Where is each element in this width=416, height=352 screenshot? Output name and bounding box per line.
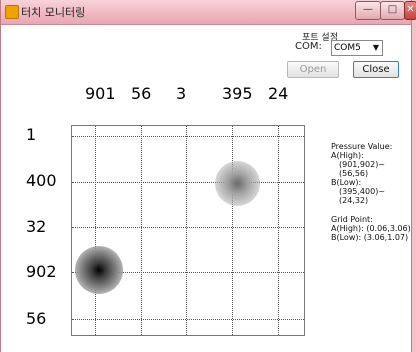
- maximize-button[interactable]: □: [380, 1, 405, 20]
- grid-row-line-1: [72, 136, 304, 137]
- grid-column-line-2: [141, 126, 142, 335]
- pressure-info-panel: Pressure Value: A(High): (901,902)~(56,5…: [331, 142, 411, 242]
- chevron-down-icon: ▼: [372, 43, 379, 52]
- row-label-4: 902: [26, 262, 57, 281]
- b-low-label: B(Low):: [331, 178, 362, 187]
- grid-point-title: Grid Point:: [331, 215, 373, 224]
- com-port-value: COM5: [334, 43, 361, 53]
- hotspot-low-pressure: [215, 161, 260, 206]
- port-settings-title: 포트 설정: [302, 33, 338, 43]
- row-label-1: 1: [26, 125, 37, 144]
- title-bar: 터치 모니터링 — □ ✕: [1, 0, 416, 25]
- grid-column-line-3: [186, 126, 187, 335]
- grid-row-line-2: [72, 182, 304, 183]
- hotspot-high-pressure: [75, 246, 123, 294]
- grid-column-line-5: [278, 126, 279, 335]
- row-label-5: 56: [26, 309, 47, 328]
- touch-heatmap-chart: 901 56 3 395 24 1 400 32 902 56: [1, 80, 411, 350]
- column-label-2: 56: [131, 84, 152, 103]
- info-gap: [331, 205, 411, 215]
- grid-point-a: A(High): (0.06,3.06): [331, 224, 411, 233]
- a-high-label: A(High):: [331, 151, 364, 160]
- row-label-2: 400: [26, 171, 57, 190]
- column-label-5: 24: [268, 84, 289, 103]
- grid-point-b: B(Low): (3.06,1.07): [331, 233, 409, 242]
- grid-column-line-4: [232, 126, 233, 335]
- close-window-button[interactable]: ✕: [404, 1, 416, 20]
- grid-row-line-5: [72, 319, 304, 320]
- minimize-button[interactable]: —: [355, 1, 381, 20]
- com-label: COM:: [295, 41, 322, 52]
- row-label-3: 32: [26, 217, 47, 236]
- grid-column-line-1: [95, 126, 96, 335]
- pressure-value-title: Pressure Value:: [331, 142, 393, 151]
- grid-row-line-4: [72, 272, 304, 273]
- close-port-button[interactable]: Close: [353, 61, 399, 78]
- column-label-3: 3: [176, 84, 187, 103]
- port-settings-panel: 포트 설정 COM: COM5 ▼ Open Close: [287, 32, 407, 78]
- open-button[interactable]: Open: [287, 61, 339, 78]
- column-label-1: 901: [85, 84, 116, 103]
- app-icon: [5, 5, 19, 19]
- b-low-value: (395,400)~(24,32): [339, 187, 386, 205]
- com-port-select[interactable]: COM5 ▼: [331, 40, 383, 56]
- window-title: 터치 모니터링: [21, 6, 86, 19]
- a-high-value: (901,902)~(56,56): [339, 160, 386, 178]
- column-label-4: 395: [222, 84, 253, 103]
- heatmap-plot-area: [71, 125, 305, 336]
- grid-row-line-3: [72, 227, 304, 228]
